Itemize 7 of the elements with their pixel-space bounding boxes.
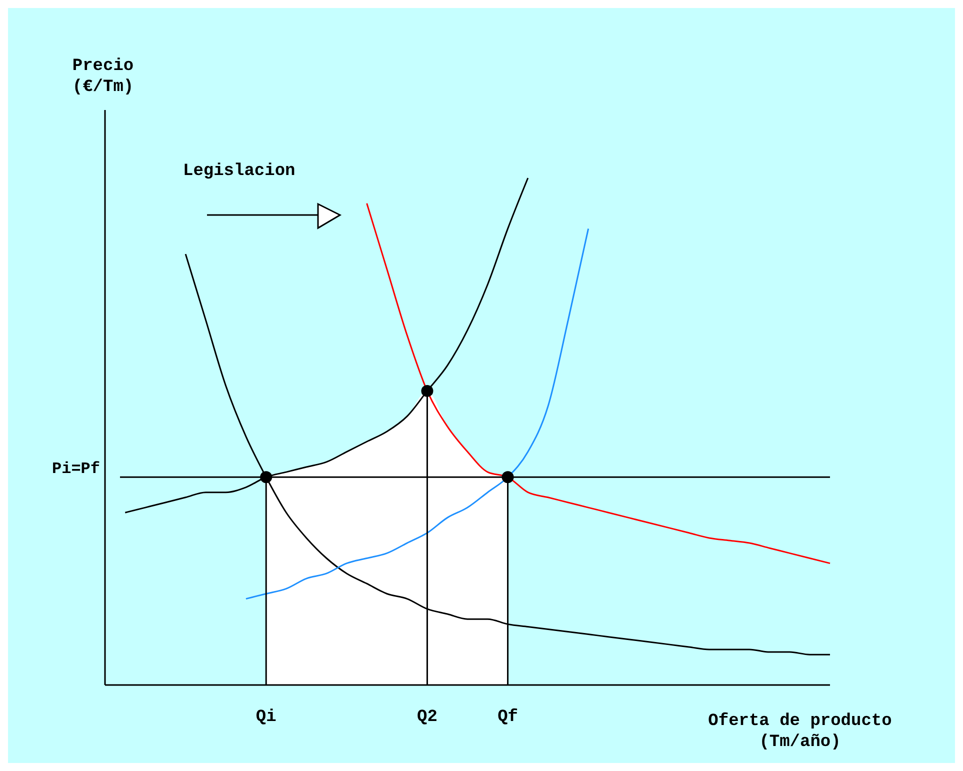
x-tick-label: Qf xyxy=(498,708,518,727)
x-axis-title: Oferta de producto (Tm/año) xyxy=(708,712,892,752)
y-axis-title: Precio (€/Tm) xyxy=(72,57,134,97)
annotation: Legislacion xyxy=(183,162,296,181)
x-tick-label: Qi xyxy=(256,708,276,727)
ref-line-label: Pi=Pf xyxy=(52,460,100,478)
x-tick-label: Q2 xyxy=(417,708,438,727)
